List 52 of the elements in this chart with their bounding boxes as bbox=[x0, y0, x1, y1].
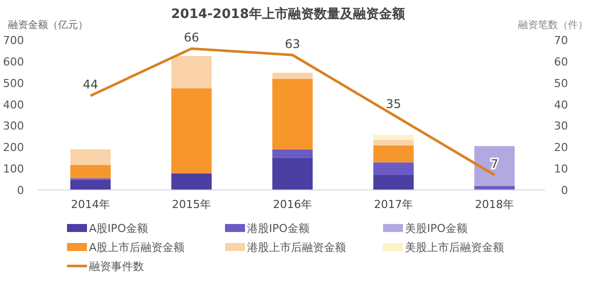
bar bbox=[70, 149, 111, 165]
bar bbox=[70, 164, 111, 178]
y-tick-label: 0 bbox=[17, 184, 24, 197]
bar bbox=[373, 175, 414, 190]
bar bbox=[171, 88, 212, 174]
y-tick-label: 500 bbox=[3, 76, 24, 90]
bar bbox=[373, 140, 414, 146]
legend-label: A股IPO金额 bbox=[89, 222, 148, 235]
bar bbox=[272, 158, 313, 190]
bar bbox=[272, 72, 313, 79]
data-label: 66 bbox=[184, 30, 200, 45]
x-tick-label: 2016年 bbox=[273, 198, 312, 211]
bar bbox=[373, 134, 414, 140]
y-tick-label: 200 bbox=[3, 141, 24, 154]
y2-tick-label: 0 bbox=[561, 184, 568, 197]
legend-label: 港股上市后融资金额 bbox=[247, 241, 346, 254]
y-tick-label: 600 bbox=[3, 55, 24, 68]
x-tick-label: 2018年 bbox=[475, 198, 514, 211]
x-tick-label: 2014年 bbox=[71, 198, 110, 211]
x-tick-label: 2015年 bbox=[172, 198, 211, 211]
legend-label: 美股上市后融资金额 bbox=[405, 241, 504, 254]
y2-tick-label: 40 bbox=[554, 98, 568, 112]
y-axis-title: 融资金额（亿元） bbox=[8, 19, 88, 31]
y-tick-label: 100 bbox=[3, 162, 24, 176]
y-tick-label: 700 bbox=[3, 34, 24, 47]
bar bbox=[373, 162, 414, 175]
bar bbox=[373, 145, 414, 162]
legend-label: A股上市后融资金额 bbox=[89, 241, 185, 254]
chart-title: 2014-2018年上市融资数量及融资金额 bbox=[171, 6, 406, 22]
y-tick-label: 400 bbox=[3, 98, 24, 112]
data-label: 44 bbox=[82, 78, 98, 92]
y2-tick-label: 70 bbox=[554, 34, 568, 47]
data-label: 63 bbox=[284, 37, 300, 51]
data-label: 7 bbox=[490, 157, 498, 171]
y-tick-label: 300 bbox=[3, 120, 24, 133]
y2-tick-label: 10 bbox=[554, 162, 568, 176]
bar bbox=[474, 146, 515, 186]
y2-tick-label: 30 bbox=[554, 120, 568, 133]
bar bbox=[171, 173, 212, 190]
x-tick-label: 2017年 bbox=[374, 198, 413, 211]
legend-label: 港股IPO金额 bbox=[247, 222, 310, 235]
data-label: 35 bbox=[386, 97, 402, 111]
bar bbox=[70, 180, 111, 190]
y2-tick-label: 60 bbox=[554, 55, 568, 68]
legend-label: 美股IPO金额 bbox=[405, 222, 468, 235]
bar bbox=[272, 79, 313, 150]
y2-tick-label: 20 bbox=[554, 141, 568, 154]
y2-axis-title: 融资笔数（件） bbox=[518, 19, 588, 31]
legend-label: 融资事件数 bbox=[89, 260, 144, 273]
bar bbox=[171, 56, 212, 88]
y2-tick-label: 50 bbox=[554, 76, 568, 90]
bar bbox=[272, 149, 313, 158]
